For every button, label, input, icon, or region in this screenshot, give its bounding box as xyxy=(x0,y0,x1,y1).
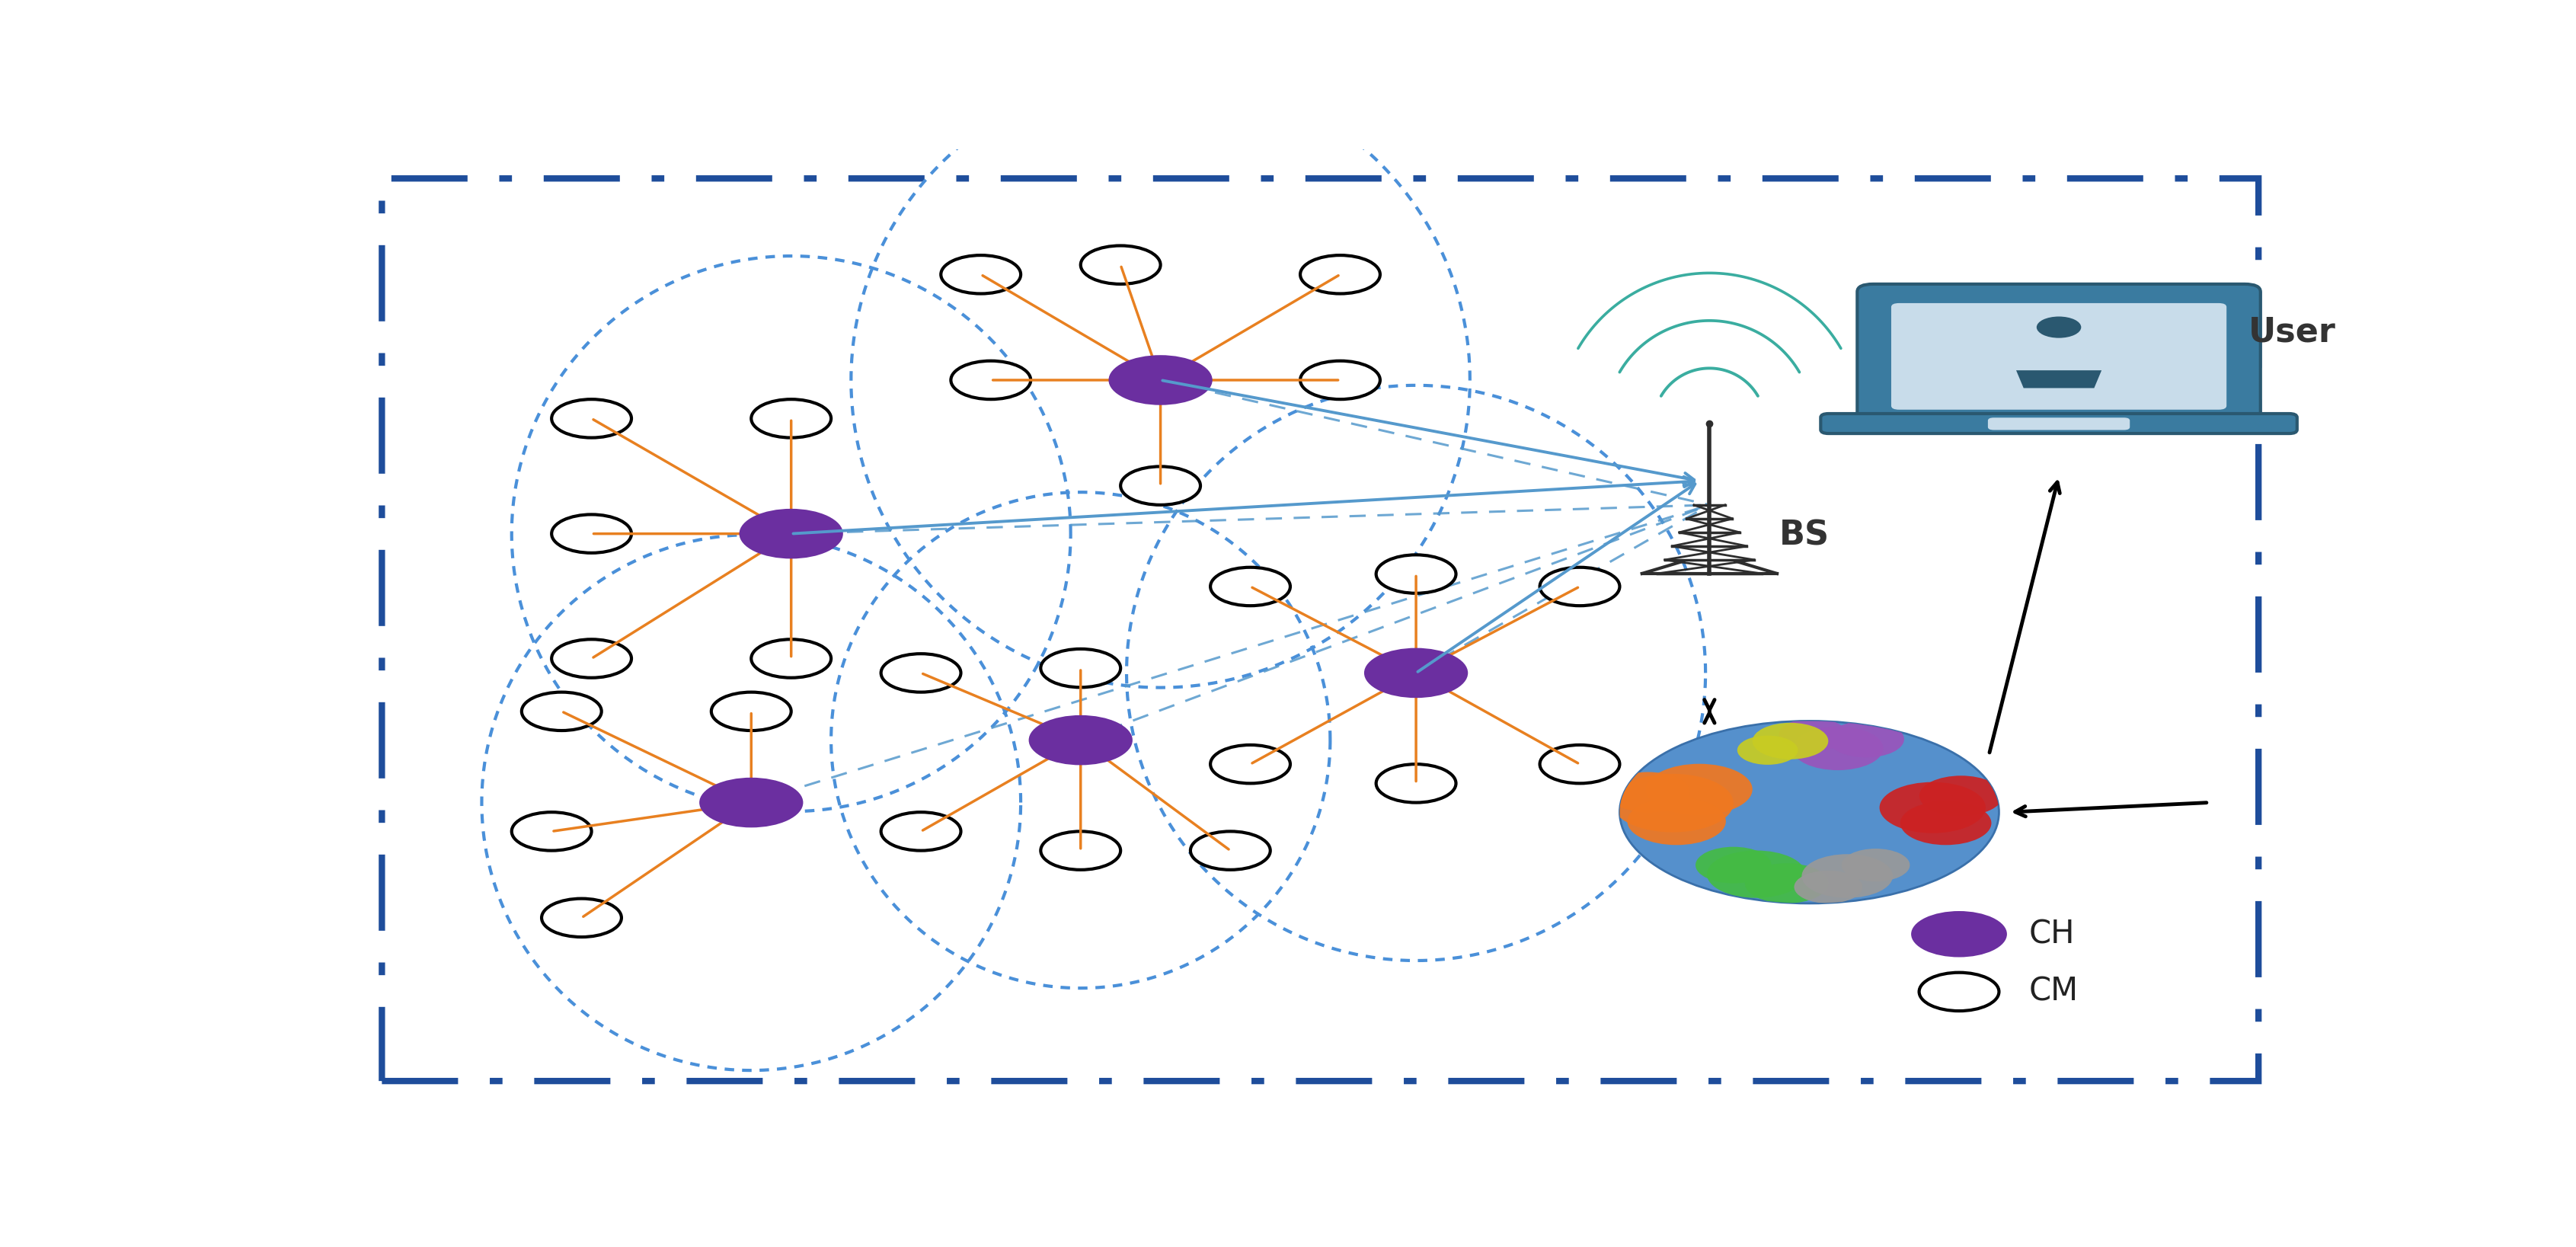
Circle shape xyxy=(1028,716,1133,766)
Circle shape xyxy=(1911,912,2007,958)
Circle shape xyxy=(1842,849,1909,882)
Circle shape xyxy=(1919,776,2002,816)
Circle shape xyxy=(1301,360,1381,399)
Text: User: User xyxy=(2249,315,2336,348)
Circle shape xyxy=(1540,567,1620,606)
Circle shape xyxy=(1376,555,1455,594)
Circle shape xyxy=(1041,648,1121,687)
Circle shape xyxy=(1365,648,1468,698)
Circle shape xyxy=(1744,863,1829,903)
Circle shape xyxy=(1190,832,1270,870)
Polygon shape xyxy=(2017,370,2102,388)
Circle shape xyxy=(752,399,832,438)
Circle shape xyxy=(1628,798,1726,845)
Text: BS: BS xyxy=(1780,519,1829,552)
Circle shape xyxy=(1801,854,1893,898)
FancyBboxPatch shape xyxy=(1821,414,2298,434)
Circle shape xyxy=(1121,466,1200,505)
Circle shape xyxy=(551,640,631,678)
Circle shape xyxy=(541,899,621,936)
Circle shape xyxy=(1919,973,1999,1011)
Circle shape xyxy=(1695,847,1772,883)
Circle shape xyxy=(940,256,1020,294)
Circle shape xyxy=(1708,850,1806,898)
Circle shape xyxy=(1901,802,1991,845)
Circle shape xyxy=(1082,246,1162,284)
Circle shape xyxy=(520,692,603,731)
Text: CH: CH xyxy=(2030,918,2076,950)
Circle shape xyxy=(551,399,631,438)
FancyBboxPatch shape xyxy=(1857,284,2262,426)
Circle shape xyxy=(881,812,961,850)
Circle shape xyxy=(698,778,804,828)
Circle shape xyxy=(1613,774,1734,832)
FancyBboxPatch shape xyxy=(1989,418,2130,430)
Circle shape xyxy=(1376,764,1455,803)
Circle shape xyxy=(739,509,842,559)
Circle shape xyxy=(1829,721,1904,757)
Circle shape xyxy=(881,653,961,692)
Circle shape xyxy=(951,360,1030,399)
Circle shape xyxy=(2038,317,2081,338)
Circle shape xyxy=(1041,832,1121,870)
Circle shape xyxy=(551,515,631,552)
Circle shape xyxy=(1780,718,1847,751)
Circle shape xyxy=(1607,772,1690,812)
Circle shape xyxy=(1793,870,1862,903)
Circle shape xyxy=(1301,256,1381,294)
Circle shape xyxy=(1880,782,1986,833)
Circle shape xyxy=(1108,355,1213,405)
Circle shape xyxy=(1736,736,1798,764)
Text: CM: CM xyxy=(2030,975,2079,1008)
Circle shape xyxy=(1211,567,1291,606)
Circle shape xyxy=(1793,727,1883,771)
Circle shape xyxy=(752,640,832,678)
Circle shape xyxy=(513,812,592,850)
Circle shape xyxy=(1646,764,1752,814)
FancyBboxPatch shape xyxy=(1891,303,2226,410)
Circle shape xyxy=(1540,744,1620,783)
Circle shape xyxy=(1211,744,1291,783)
Circle shape xyxy=(711,692,791,731)
Circle shape xyxy=(1752,723,1829,759)
Circle shape xyxy=(1620,721,1999,903)
